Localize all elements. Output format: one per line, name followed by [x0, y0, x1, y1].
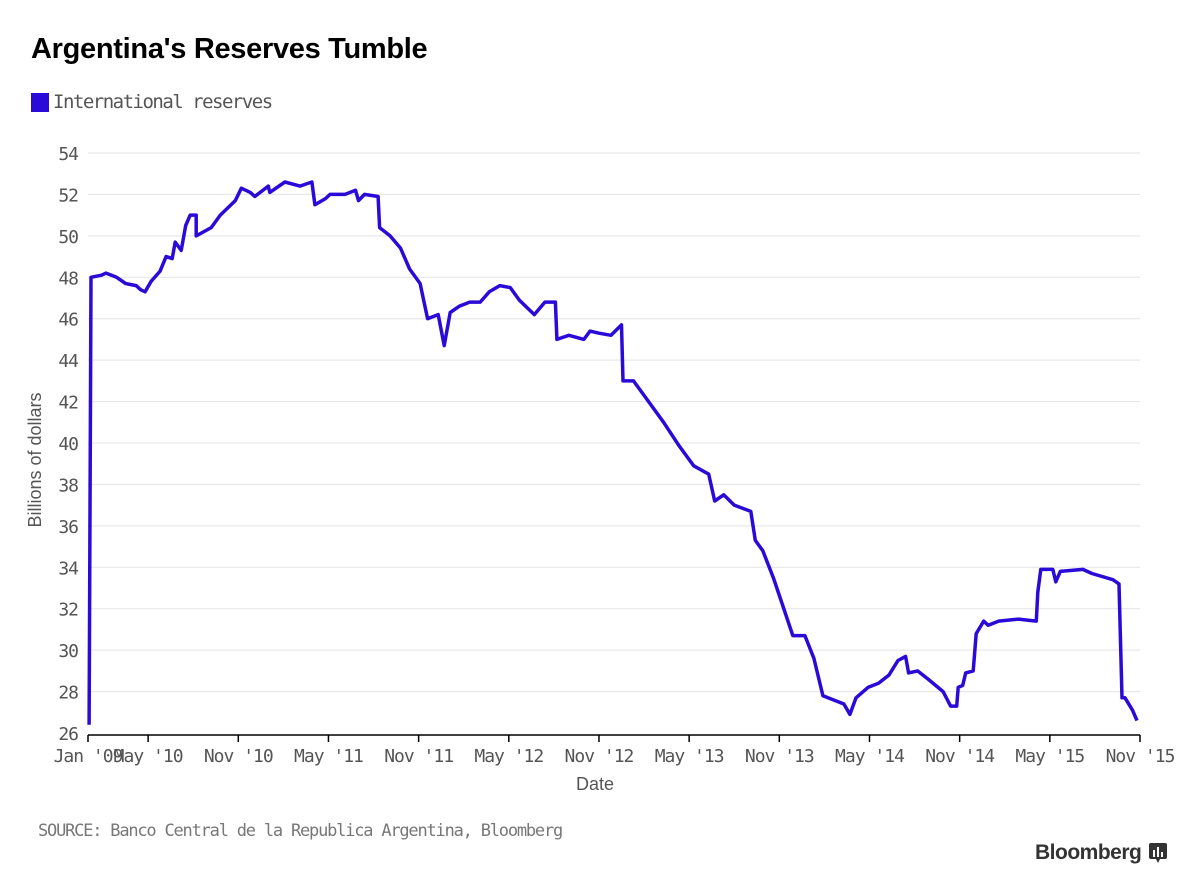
x-tick-label: May '10 — [114, 746, 183, 767]
x-axis-title: Date — [576, 774, 614, 794]
brand-name: Bloomberg — [1035, 841, 1142, 864]
bloomberg-logo: Bloomberg — [1035, 841, 1168, 865]
x-tick-label: Nov '14 — [925, 746, 994, 767]
y-tick-label: 30 — [58, 641, 78, 662]
x-tick-label: Nov '15 — [1106, 746, 1175, 767]
x-tick-label: May '14 — [835, 746, 904, 767]
y-tick-label: 54 — [58, 144, 78, 165]
source-note: SOURCE: Banco Central de la Republica Ar… — [38, 821, 563, 841]
y-tick-label: 46 — [58, 310, 78, 331]
series-line-international-reserves — [87, 180, 1139, 725]
chart-title: Argentina's Reserves Tumble — [31, 33, 428, 65]
x-tick-label: May '12 — [474, 746, 543, 767]
legend-label: International reserves — [53, 91, 273, 113]
y-tick-label: 42 — [58, 393, 78, 414]
y-axis-title: Billions of dollars — [25, 392, 45, 527]
x-tick-label: Nov '11 — [384, 746, 453, 767]
y-tick-label: 44 — [58, 351, 78, 372]
x-tick-label: Nov '10 — [204, 746, 273, 767]
y-tick-label: 38 — [58, 475, 78, 496]
y-tick-label: 50 — [58, 227, 78, 248]
y-tick-label: 34 — [58, 558, 78, 579]
y-tick-label: 48 — [58, 268, 78, 289]
x-tick-label: May '11 — [294, 746, 363, 767]
gridlines — [88, 152, 1140, 693]
x-tick-label: Nov '13 — [745, 746, 814, 767]
y-tick-label: 40 — [58, 434, 78, 455]
y-tick-label: 52 — [58, 185, 78, 206]
legend: International reserves — [31, 91, 273, 113]
y-tick-label: 26 — [58, 724, 78, 745]
x-tick-label: Jan '09 — [54, 746, 123, 767]
x-tick-label: Nov '12 — [565, 746, 634, 767]
y-tick-label: 36 — [58, 517, 78, 538]
x-tick-label: May '13 — [655, 746, 724, 767]
y-tick-label: 32 — [58, 600, 78, 621]
legend-swatch — [31, 92, 49, 112]
x-tick-label: May '15 — [1015, 746, 1084, 767]
bloomberg-chart-icon — [1149, 843, 1168, 863]
y-axis: 26 28 30 32 34 36 38 40 42 44 46 48 50 52 54 — [58, 144, 79, 745]
y-tick-label: 28 — [58, 683, 78, 704]
